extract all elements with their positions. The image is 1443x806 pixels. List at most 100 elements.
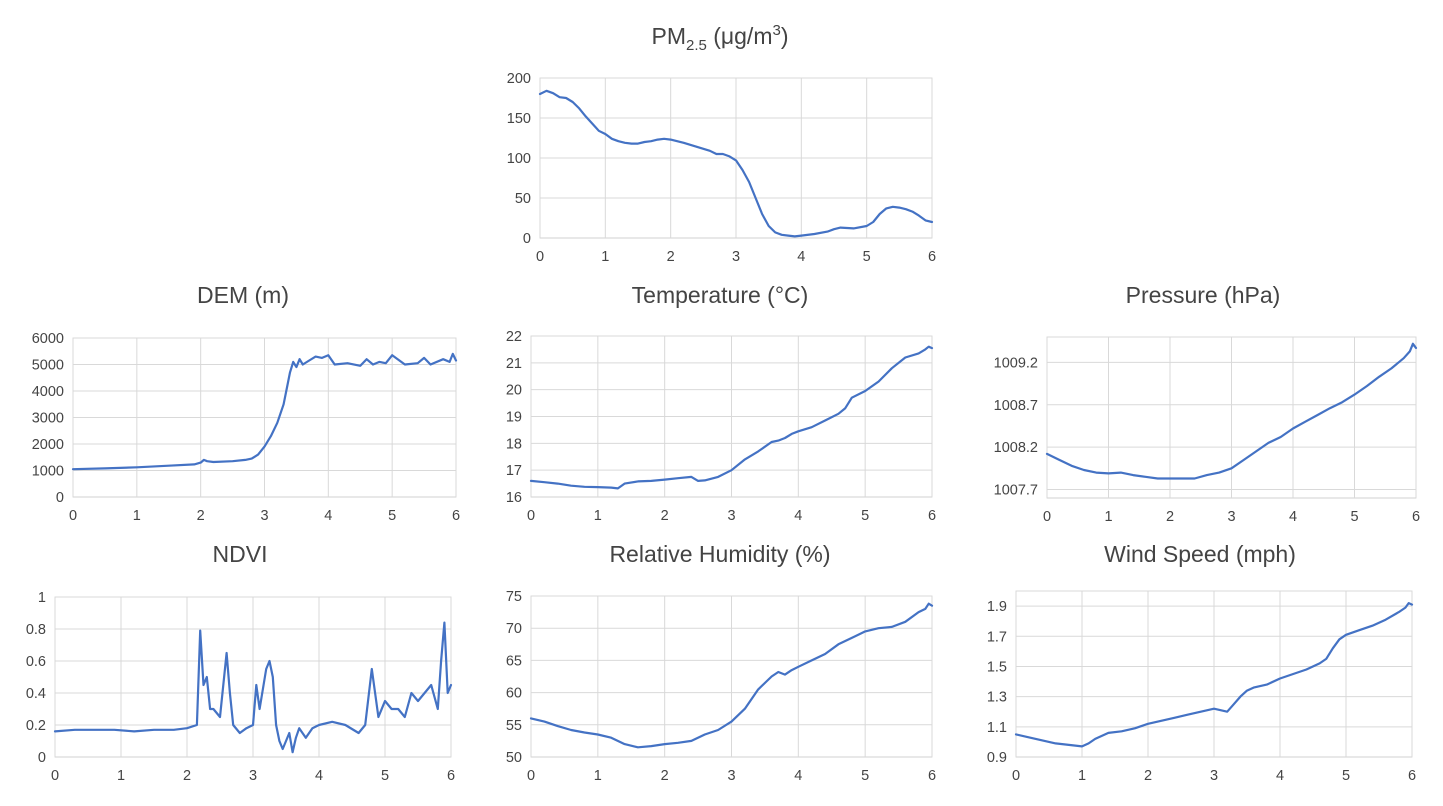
y-tick-label: 1.9 <box>987 599 1007 615</box>
x-tick-label: 3 <box>727 768 735 784</box>
x-tick-label: 4 <box>794 768 802 784</box>
x-tick-label: 1 <box>594 508 602 524</box>
panel-wind-speed: Wind Speed (mph) 0.9 1.1 1.3 1.5 1.7 1.9 0 1 2 3 4… <box>987 541 1416 784</box>
y-tick-label: 50 <box>506 750 522 766</box>
y-tick-label: 19 <box>506 410 522 426</box>
series-line-wind-speed <box>1014 601 1414 748</box>
title-superscript: 3 <box>773 22 781 39</box>
title-unit: (μg/m <box>707 23 773 49</box>
panel-title: PM2.5 (μg/m3) <box>651 22 788 54</box>
y-tick-label: 75 <box>506 589 522 605</box>
panel-title: Wind Speed (mph) <box>1104 541 1296 567</box>
y-tick-label: 1.5 <box>987 659 1007 675</box>
y-tick-label: 21 <box>506 356 522 372</box>
y-tick-label: 0.9 <box>987 750 1007 766</box>
x-tick-label: 6 <box>928 768 936 784</box>
y-tick-label: 20 <box>506 383 522 399</box>
x-tick-label: 0 <box>51 768 59 784</box>
x-tick-label: 0 <box>69 508 77 524</box>
y-tick-label: 1009.2 <box>994 355 1038 371</box>
y-tick-label: 65 <box>506 653 522 669</box>
y-tick-label: 22 <box>506 329 522 345</box>
x-tick-label: 4 <box>315 768 323 784</box>
y-tick-label: 0.4 <box>26 686 46 702</box>
y-tick-label: 0.8 <box>26 622 46 638</box>
x-tick-label: 1 <box>1104 509 1112 525</box>
y-tick-label: 5000 <box>32 358 64 374</box>
x-tick-label: 5 <box>1350 509 1358 525</box>
x-tick-label: 3 <box>249 768 257 784</box>
x-tick-label: 3 <box>727 508 735 524</box>
x-tick-label: 5 <box>1342 768 1350 784</box>
x-tick-label: 2 <box>197 508 205 524</box>
y-tick-label: 16 <box>506 490 522 506</box>
y-tick-label: 0.6 <box>26 654 46 670</box>
y-tick-label: 2000 <box>32 437 64 453</box>
x-tick-label: 4 <box>1276 768 1284 784</box>
title-close: ) <box>781 23 789 49</box>
panel-temperature: Temperature (°C) 16 17 18 19 20 21 22 0 1 2 3 4 5 6 <box>506 282 936 524</box>
y-tick-label: 1000 <box>32 464 64 480</box>
x-tick-label: 4 <box>324 508 332 524</box>
x-tick-label: 5 <box>388 508 396 524</box>
series-line-temperature <box>529 345 934 490</box>
x-tick-label: 0 <box>1012 768 1020 784</box>
y-tick-label: 0 <box>38 750 46 766</box>
y-tick-label: 1.3 <box>987 690 1007 706</box>
panel-title: Temperature (°C) <box>632 282 809 308</box>
x-tick-label: 4 <box>794 508 802 524</box>
x-tick-label: 6 <box>928 249 936 265</box>
y-tick-label: 1 <box>38 590 46 606</box>
title-subscript: 2.5 <box>686 37 707 54</box>
x-tick-label: 3 <box>1227 509 1235 525</box>
panel-title: DEM (m) <box>197 282 289 308</box>
x-tick-label: 6 <box>452 508 460 524</box>
x-tick-label: 5 <box>861 508 869 524</box>
x-tick-label: 0 <box>527 508 535 524</box>
series-line-pressure <box>1045 342 1418 480</box>
y-tick-label: 17 <box>506 463 522 479</box>
panel-relative-humidity: Relative Humidity (%) 50 55 60 65 70 75 0 1 2 3 4 5… <box>506 541 936 784</box>
y-tick-label: 0 <box>56 490 64 506</box>
x-tick-label: 2 <box>661 768 669 784</box>
y-tick-label: 1007.7 <box>994 483 1038 499</box>
x-tick-label: 6 <box>928 508 936 524</box>
y-tick-label: 18 <box>506 436 522 452</box>
panel-ndvi: NDVI 0 0.2 0.4 0.6 0.8 1 0 1 2 3 4 5 6 <box>26 541 455 784</box>
y-tick-label: 1.7 <box>987 629 1007 645</box>
x-tick-label: 4 <box>1289 509 1297 525</box>
y-tick-label: 100 <box>507 151 531 167</box>
x-tick-label: 5 <box>863 249 871 265</box>
x-tick-label: 2 <box>1166 509 1174 525</box>
y-tick-label: 55 <box>506 718 522 734</box>
x-tick-label: 1 <box>594 768 602 784</box>
series-line-dem <box>71 352 458 471</box>
series-line-pm25 <box>538 89 934 238</box>
y-tick-label: 0 <box>523 231 531 247</box>
panel-title: Relative Humidity (%) <box>609 541 830 567</box>
x-tick-label: 0 <box>1043 509 1051 525</box>
x-tick-label: 3 <box>732 249 740 265</box>
x-tick-label: 1 <box>133 508 141 524</box>
x-tick-label: 5 <box>381 768 389 784</box>
y-tick-label: 60 <box>506 686 522 702</box>
y-tick-label: 1.1 <box>987 720 1007 736</box>
series-line-relative-humidity <box>529 602 934 749</box>
y-tick-label: 4000 <box>32 384 64 400</box>
x-tick-label: 3 <box>1210 768 1218 784</box>
y-tick-label: 70 <box>506 621 522 637</box>
x-tick-label: 4 <box>797 249 805 265</box>
x-tick-label: 2 <box>1144 768 1152 784</box>
y-tick-label: 150 <box>507 111 531 127</box>
y-tick-label: 50 <box>515 191 531 207</box>
y-tick-label: 1008.2 <box>994 440 1038 456</box>
x-tick-label: 6 <box>1408 768 1416 784</box>
x-tick-label: 1 <box>1078 768 1086 784</box>
panel-title: Pressure (hPa) <box>1126 282 1281 308</box>
x-tick-label: 5 <box>861 768 869 784</box>
x-tick-label: 3 <box>260 508 268 524</box>
x-tick-label: 1 <box>601 249 609 265</box>
